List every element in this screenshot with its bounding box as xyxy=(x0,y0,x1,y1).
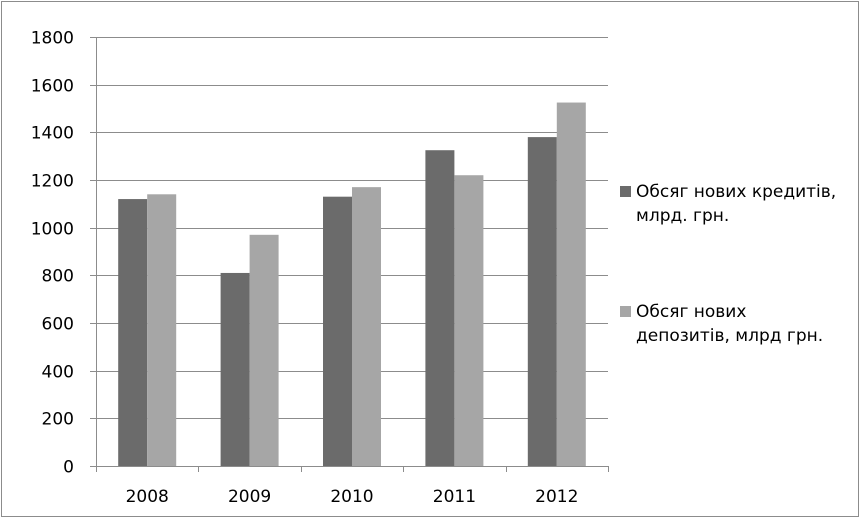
x-tick-label-2010: 2010 xyxy=(330,487,373,507)
bar-deposits-2010 xyxy=(352,187,381,466)
bar-deposits-2008 xyxy=(147,194,176,466)
bar-credits-2008 xyxy=(118,199,147,466)
x-tick-label-2011: 2011 xyxy=(433,487,476,507)
bar-credits-2012 xyxy=(528,137,557,466)
bar-deposits-2009 xyxy=(250,235,279,466)
bar-credits-2010 xyxy=(323,197,352,466)
legend-label-credits: Обсяг нових кредитів, млрд. грн. xyxy=(636,180,836,228)
x-tick-label-2012: 2012 xyxy=(535,487,578,507)
x-tick-label-2009: 2009 xyxy=(228,487,271,507)
bar-credits-2011 xyxy=(425,150,454,466)
bar-deposits-2011 xyxy=(454,175,483,466)
x-tick-label-2008: 2008 xyxy=(126,487,169,507)
y-tick-label-600: 600 xyxy=(42,315,74,335)
bar-deposits-2012 xyxy=(557,103,586,466)
y-tick-label-0: 0 xyxy=(63,458,74,478)
y-tick-label-1800: 1800 xyxy=(31,29,74,49)
bar-credits-2009 xyxy=(221,273,250,466)
y-tick-label-1600: 1600 xyxy=(31,77,74,97)
y-tick-label-1000: 1000 xyxy=(31,220,74,240)
y-tick-label-400: 400 xyxy=(42,363,74,383)
y-tick-label-800: 800 xyxy=(42,267,74,287)
y-tick-label-1200: 1200 xyxy=(31,172,74,192)
legend-label-deposits: Обсяг нових депозитів, млрд грн. xyxy=(636,300,823,348)
legend-swatch-deposits xyxy=(620,306,631,317)
y-tick-label-1400: 1400 xyxy=(31,124,74,144)
y-tick-label-200: 200 xyxy=(42,410,74,430)
legend-swatch-credits xyxy=(620,186,631,197)
